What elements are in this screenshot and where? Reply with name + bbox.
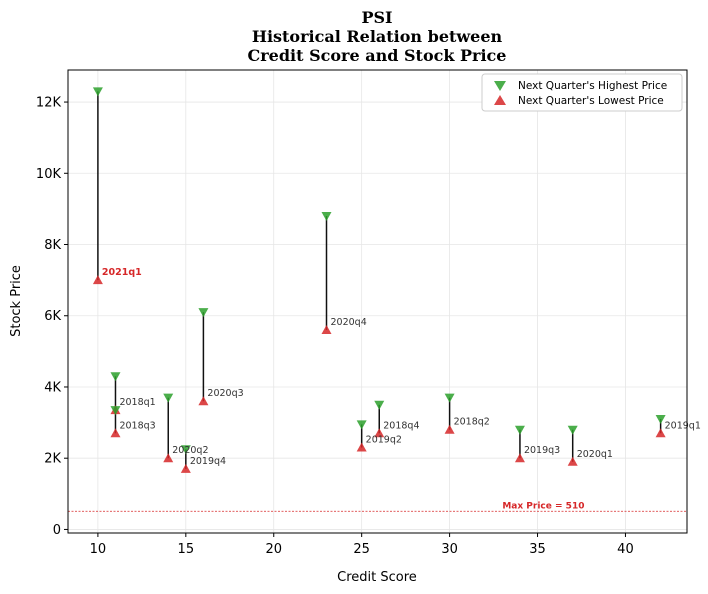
- legend: Next Quarter's Highest Price Next Quarte…: [481, 73, 683, 112]
- point-label: 2019q2: [366, 435, 402, 446]
- high-price-marker: [92, 87, 103, 97]
- high-price-marker: [198, 308, 209, 318]
- y-tick-label: 10K: [36, 167, 62, 182]
- point-label: 2020q3: [207, 388, 243, 399]
- x-tick-label: 20: [265, 542, 282, 557]
- chart-title-line-2: Historical Relation between: [252, 27, 503, 46]
- high-price-marker: [356, 420, 367, 430]
- low-price-marker: [110, 428, 121, 438]
- low-price-marker: [655, 428, 666, 438]
- y-tick-label: 8K: [44, 238, 61, 253]
- high-price-marker: [444, 393, 455, 403]
- high-price-marker: [374, 400, 385, 410]
- low-price-marker: [514, 453, 525, 463]
- point-label: 2020q2: [172, 445, 208, 456]
- x-tick-label: 10: [90, 542, 107, 557]
- high-price-marker: [180, 445, 191, 455]
- max-price-label: Max Price = 510: [502, 501, 584, 511]
- low-price-marker: [567, 456, 578, 466]
- legend-box: [481, 73, 683, 112]
- point-label: 2018q3: [119, 420, 155, 431]
- y-tick-label: 12K: [36, 96, 62, 111]
- y-tick-label: 6K: [44, 309, 61, 324]
- point-label: 2019q1: [665, 420, 701, 431]
- high-price-marker: [110, 372, 121, 382]
- plot-frame: [67, 69, 688, 534]
- y-axis-label: Stock Price: [9, 265, 24, 337]
- point-label: 2019q4: [190, 456, 226, 467]
- legend-label-low: Next Quarter's Lowest Price: [518, 95, 664, 107]
- low-price-marker: [356, 442, 367, 452]
- chart-title: PSI Historical Relation between Credit S…: [248, 8, 507, 65]
- legend-marker-high: [494, 81, 506, 91]
- y-tick-label: 0: [53, 523, 61, 538]
- point-label: 2018q4: [383, 420, 419, 431]
- y-tick-label: 4K: [44, 380, 61, 395]
- chart-title-line-1: PSI: [361, 8, 392, 27]
- y-tick-label: 2K: [44, 452, 61, 467]
- x-tick-label: 25: [353, 542, 370, 557]
- high-price-marker: [514, 425, 525, 435]
- high-price-marker: [110, 406, 121, 416]
- point-label: 2020q4: [331, 317, 367, 328]
- high-price-marker: [567, 425, 578, 435]
- legend-label-high: Next Quarter's Highest Price: [518, 80, 667, 92]
- x-tick-label: 40: [617, 542, 634, 557]
- high-price-marker: [655, 415, 666, 425]
- high-price-marker: [163, 393, 174, 403]
- legend-marker-low: [494, 95, 506, 105]
- point-label: 2018q1: [119, 397, 155, 408]
- point-label: 2021q1: [102, 267, 142, 278]
- low-price-marker: [92, 275, 103, 285]
- chart-title-line-3: Credit Score and Stock Price: [248, 46, 507, 65]
- x-axis-label: Credit Score: [337, 570, 417, 585]
- reference-line-group: Max Price = 510: [68, 501, 687, 512]
- x-tick-label: 35: [529, 542, 546, 557]
- point-label: 2020q1: [577, 449, 613, 460]
- low-price-marker: [180, 463, 191, 473]
- axis-ticks: 10 15 20 25 30 35 40 0 2K 4K 6K 8K 10K 12K: [36, 96, 634, 557]
- low-price-marker: [163, 453, 174, 463]
- low-price-marker: [198, 396, 209, 406]
- x-tick-label: 15: [178, 542, 195, 557]
- point-label: 2019q3: [524, 445, 560, 456]
- low-price-marker: [444, 424, 455, 434]
- x-tick-label: 30: [441, 542, 458, 557]
- low-price-marker: [321, 324, 332, 334]
- low-price-marker: [374, 428, 385, 438]
- point-label: 2018q2: [454, 417, 490, 428]
- price-markers: [92, 87, 666, 473]
- high-price-marker: [321, 212, 332, 222]
